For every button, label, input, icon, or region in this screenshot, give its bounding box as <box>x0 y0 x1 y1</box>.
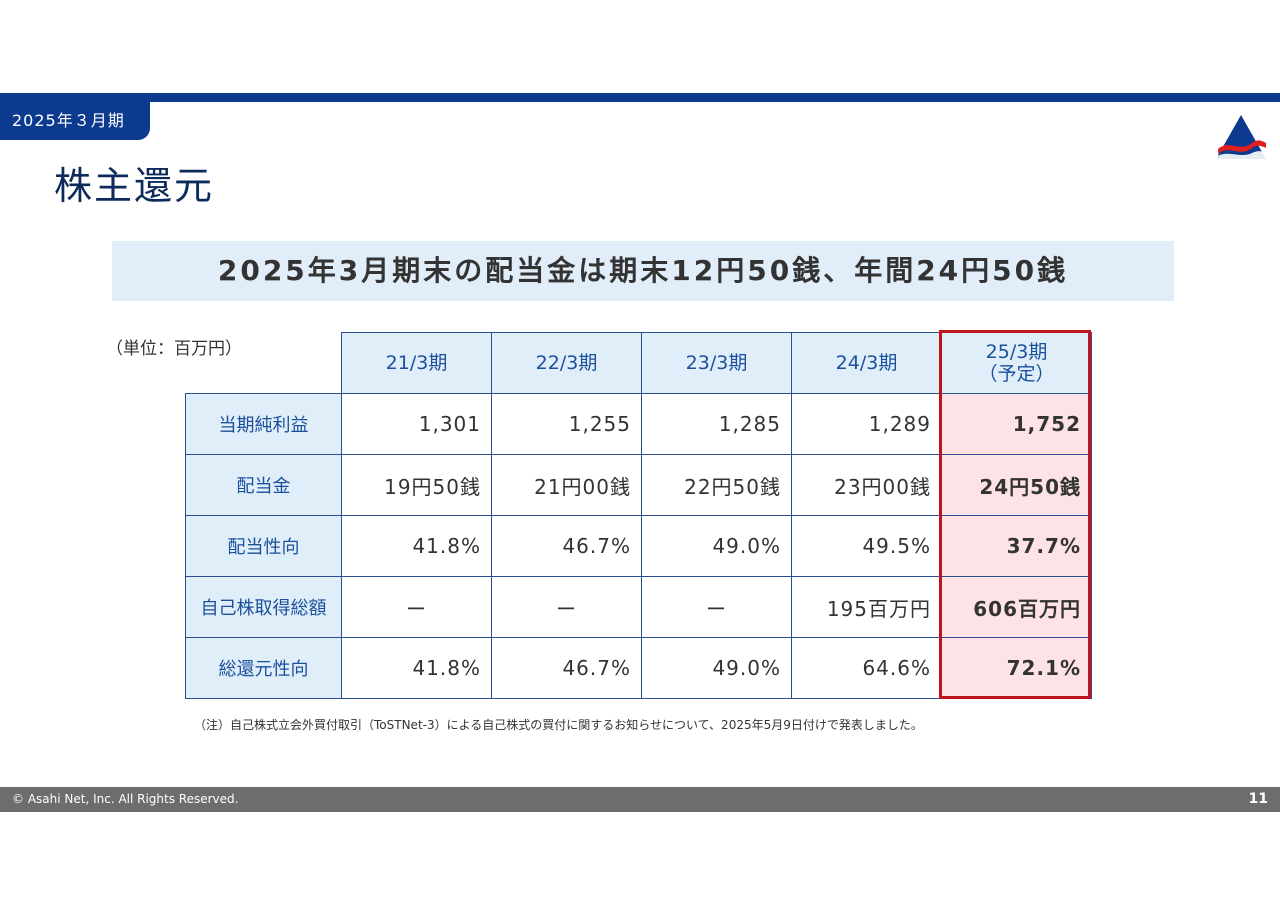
table-row: 配当性向 41.8% 46.7% 49.0% 49.5% 37.7% <box>185 515 1092 577</box>
table-cell-forecast: 1,752 <box>941 393 1092 455</box>
table-row: 自己株取得総額 ー ー ー 195百万円 606百万円 <box>185 576 1092 638</box>
table-cell: 46.7% <box>491 515 642 577</box>
table-cell: 64.6% <box>791 637 942 699</box>
footnote: （注）自己株式立会外買付取引（ToSTNet-3）による自己株式の買付に関するお… <box>194 718 923 732</box>
table-cell: 49.0% <box>641 637 792 699</box>
table-cell: 1,255 <box>491 393 642 455</box>
headline-banner: 2025年3月期末の配当金は期末12円50銭、年間24円50銭 <box>112 241 1174 301</box>
table-cell: ー <box>341 576 492 638</box>
table-row: 配当金 19円50銭 21円00銭 22円50銭 23円00銭 24円50銭 <box>185 454 1092 516</box>
table-corner <box>186 333 342 394</box>
page-title: 株主還元 <box>54 164 215 208</box>
table-row: 総還元性向 41.8% 46.7% 49.0% 64.6% 72.1% <box>185 637 1092 699</box>
table-cell: 1,289 <box>791 393 942 455</box>
column-header-forecast: 25/3期 （予定） <box>941 332 1092 394</box>
table-cell: 49.5% <box>791 515 942 577</box>
table-cell: 23円00銭 <box>791 454 942 516</box>
row-header: 自己株取得総額 <box>185 576 342 638</box>
table-cell: 19円50銭 <box>341 454 492 516</box>
table-cell: 41.8% <box>341 515 492 577</box>
table-cell: ー <box>641 576 792 638</box>
table-cell: 21円00銭 <box>491 454 642 516</box>
table-cell-forecast: 37.7% <box>941 515 1092 577</box>
row-header: 当期純利益 <box>185 393 342 455</box>
row-header: 配当性向 <box>185 515 342 577</box>
table-cell: 49.0% <box>641 515 792 577</box>
column-header: 21/3期 <box>341 332 492 394</box>
table-header-row: 21/3期 22/3期 23/3期 24/3期 25/3期 （予定） <box>186 332 1092 394</box>
copyright-text: © Asahi Net, Inc. All Rights Reserved. <box>12 792 239 806</box>
column-header: 24/3期 <box>791 332 942 394</box>
period-tab: 2025年３月期 <box>0 102 150 140</box>
table-cell: 41.8% <box>341 637 492 699</box>
table-cell: 46.7% <box>491 637 642 699</box>
table-cell: 195百万円 <box>791 576 942 638</box>
table-row: 当期純利益 1,301 1,255 1,285 1,289 1,752 <box>185 393 1092 455</box>
table-cell: 1,301 <box>341 393 492 455</box>
shareholder-return-table: 21/3期 22/3期 23/3期 24/3期 25/3期 （予定） 当期純利益… <box>185 332 1092 699</box>
asahi-net-logo-icon <box>1216 115 1266 159</box>
column-header: 23/3期 <box>641 332 792 394</box>
column-header: 22/3期 <box>491 332 642 394</box>
row-header: 配当金 <box>185 454 342 516</box>
table-cell: 1,285 <box>641 393 792 455</box>
row-header: 総還元性向 <box>185 637 342 699</box>
table-cell: 22円50銭 <box>641 454 792 516</box>
page-number: 11 <box>1248 791 1268 807</box>
table-cell: ー <box>491 576 642 638</box>
footer-bar: © Asahi Net, Inc. All Rights Reserved. 1… <box>0 787 1280 812</box>
table-cell-forecast: 72.1% <box>941 637 1092 699</box>
table-cell-forecast: 606百万円 <box>941 576 1092 638</box>
table-cell-forecast: 24円50銭 <box>941 454 1092 516</box>
top-accent-bar <box>0 93 1280 102</box>
unit-label: （単位：百万円） <box>106 339 242 359</box>
